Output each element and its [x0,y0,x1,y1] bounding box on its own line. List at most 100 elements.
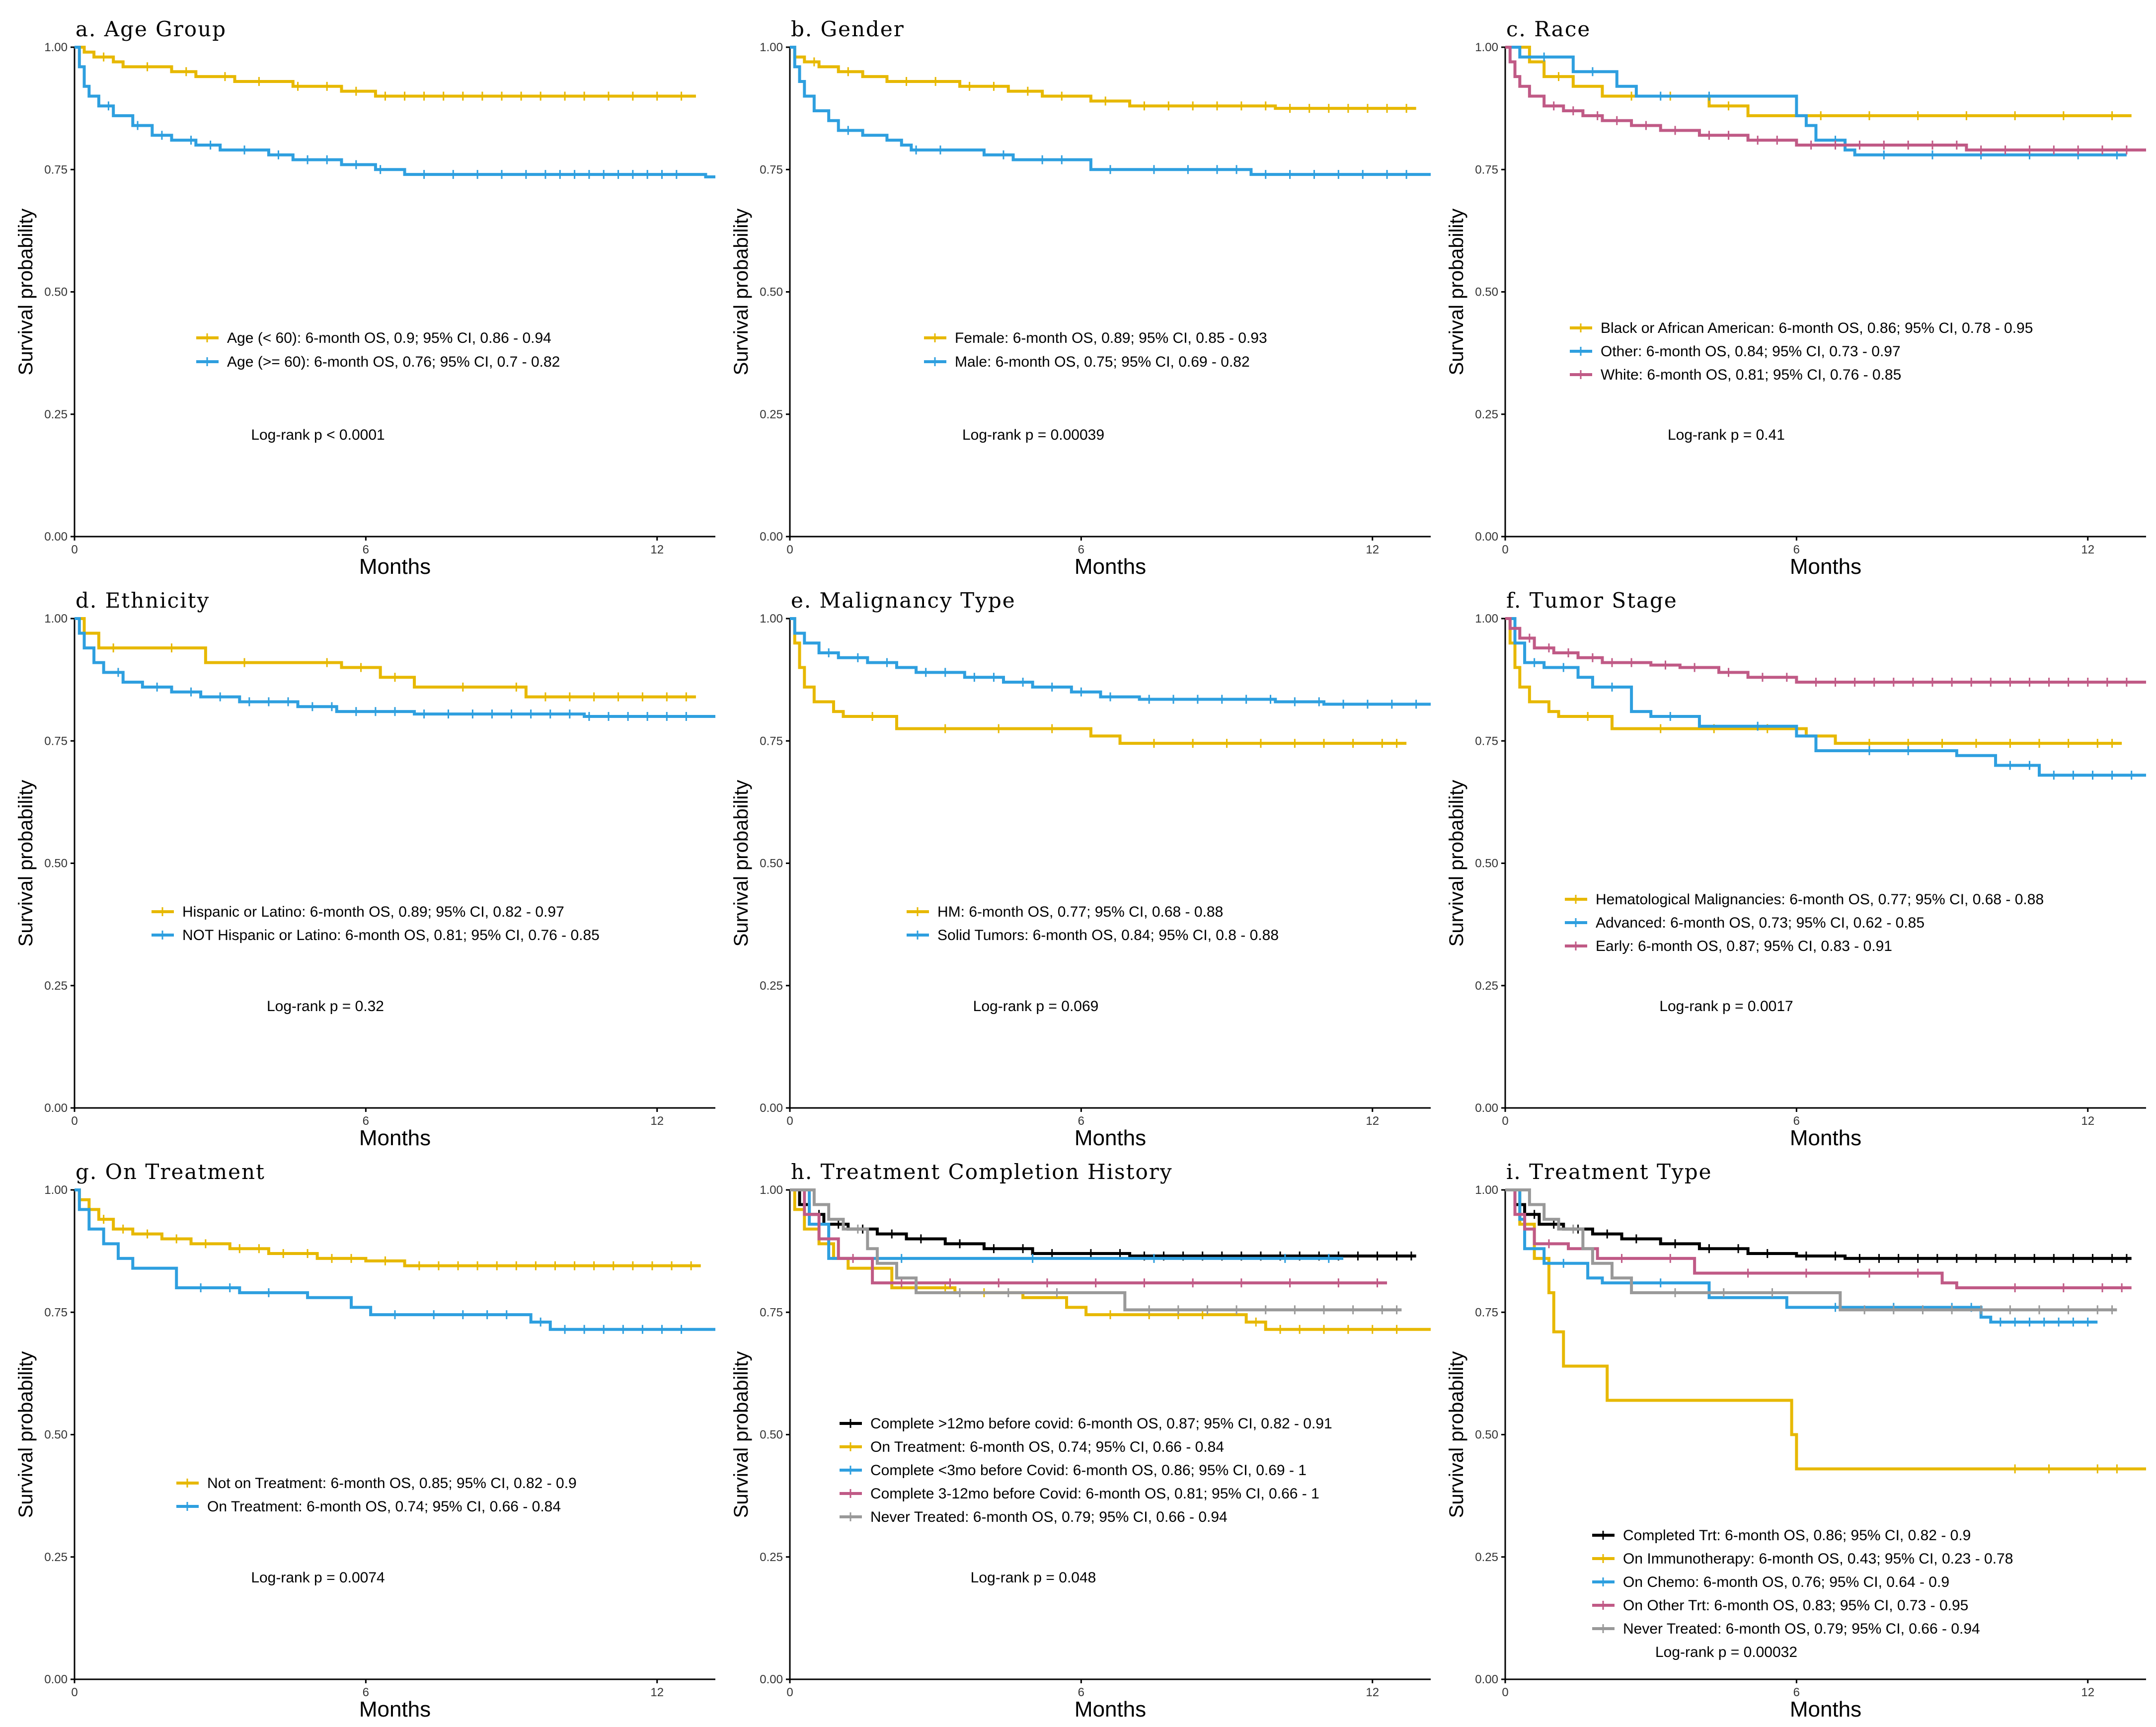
legend-entry: Not on Treatment: 6-month OS, 0.85; 95% … [207,1475,577,1492]
x-tick-label: 0 [1502,1114,1508,1128]
legend-entry: Completed Trt: 6-month OS, 0.86; 95% CI,… [1623,1527,1971,1544]
x-tick-label: 0 [1502,1686,1508,1699]
survival-curve [790,1188,1416,1257]
y-tick-label: 0.50 [760,286,783,299]
survival-curve [1505,46,2132,117]
y-tick-label: 0.75 [760,734,783,748]
survival-curve [1505,1188,2146,1471]
y-tick-label: 1.00 [1475,41,1498,54]
panel-0: a. Age Group 0.00 0.25 0.50 0.75 1.00 0 6 12 Mont… [15,17,715,579]
y-tick-label: 1.00 [1475,612,1498,626]
y-tick-label: 0.25 [44,979,68,993]
legend-entry: Other: 6-month OS, 0.84; 95% CI, 0.73 - … [1601,343,1901,360]
y-tick-label: 0.75 [44,1306,68,1319]
panel-2: c. Race 0.00 0.25 0.50 0.75 1.00 0 6 12 Months Sur… [1446,17,2146,579]
x-tick-label: 12 [650,1686,664,1699]
survival-curve [75,1188,715,1331]
panel-title: a. Age Group [76,17,227,41]
panel-7: h. Treatment Completion History 0.00 0.25 0… [730,1160,1431,1722]
survival-curve [790,617,1431,706]
panel-6: g. On Treatment 0.00 0.25 0.50 0.75 1.00 0 6 12 M… [15,1160,715,1722]
legend-entry: HM: 6-month OS, 0.77; 95% CI, 0.68 - 0.8… [937,904,1223,920]
panel-title: h. Treatment Completion History [791,1160,1173,1184]
x-axis-label: Months [1075,554,1146,579]
y-tick-label: 1.00 [44,612,68,626]
y-tick-label: 0.00 [1475,1673,1498,1686]
panel-title: g. On Treatment [76,1160,265,1184]
x-tick-label: 6 [363,1686,369,1699]
y-tick-label: 0.00 [760,1101,783,1115]
panel-title: b. Gender [791,17,905,41]
legend-entry: On Treatment: 6-month OS, 0.74; 95% CI, … [207,1498,561,1515]
y-tick-label: 0.75 [1475,734,1498,748]
x-axis-label: Months [1075,1697,1146,1722]
y-axis-label: Survival probability [1446,780,1467,947]
y-tick-label: 0.25 [760,1551,783,1564]
survival-curve [1505,1188,2132,1260]
legend-entry: Hispanic or Latino: 6-month OS, 0.89; 95… [182,904,564,920]
y-tick-label: 0.25 [1475,408,1498,421]
survival-curve [790,617,1407,745]
x-tick-label: 12 [1366,1686,1379,1699]
panel-1: b. Gender 0.00 0.25 0.50 0.75 1.00 0 6 12 Months S… [730,17,1431,579]
y-axis-label: Survival probability [1446,209,1467,376]
logrank-pvalue: Log-rank p = 0.048 [971,1570,1096,1586]
x-axis-label: Months [359,1126,431,1150]
y-tick-label: 0.00 [44,1101,68,1115]
x-tick-label: 6 [1078,1686,1084,1699]
x-tick-label: 12 [650,543,664,556]
legend-entry: Age (< 60): 6-month OS, 0.9; 95% CI, 0.8… [227,330,551,346]
y-tick-label: 0.75 [44,734,68,748]
survival-curve [75,1188,701,1267]
x-tick-label: 6 [1793,543,1800,556]
legend-entry: Age (>= 60): 6-month OS, 0.76; 95% CI, 0… [227,354,560,370]
x-tick-label: 12 [1366,543,1379,556]
logrank-pvalue: Log-rank p = 0.00032 [1655,1644,1797,1660]
y-tick-label: 0.00 [1475,530,1498,544]
x-tick-label: 12 [2081,1114,2094,1128]
panel-title: c. Race [1506,17,1591,41]
y-tick-label: 0.00 [1475,1101,1498,1115]
logrank-pvalue: Log-rank p = 0.0074 [251,1570,385,1586]
x-tick-label: 6 [1078,543,1084,556]
legend-entry: White: 6-month OS, 0.81; 95% CI, 0.76 - … [1601,367,1901,383]
y-tick-label: 0.75 [1475,163,1498,176]
survival-curve [1505,46,2146,152]
x-tick-label: 0 [786,543,793,556]
x-axis-label: Months [1790,1126,1861,1150]
logrank-pvalue: Log-rank p = 0.00039 [962,427,1104,443]
legend-entry: On Chemo: 6-month OS, 0.76; 95% CI, 0.64… [1623,1574,1949,1590]
y-tick-label: 0.00 [44,1673,68,1686]
x-tick-label: 12 [650,1114,664,1128]
y-tick-label: 1.00 [1475,1183,1498,1197]
panel-title: f. Tumor Stage [1506,588,1678,613]
legend-entry: Complete 3-12mo before Covid: 6-month OS… [870,1486,1319,1502]
legend-entry: Hematological Malignancies: 6-month OS, … [1596,891,2044,908]
survival-curve [790,46,1431,176]
y-tick-label: 0.50 [1475,857,1498,870]
legend-entry: Black or African American: 6-month OS, 0… [1601,320,2033,336]
y-tick-label: 0.50 [1475,1428,1498,1442]
x-tick-label: 0 [71,1114,77,1128]
y-tick-label: 0.25 [1475,1551,1498,1564]
panel-title: e. Malignancy Type [791,588,1016,613]
legend-entry: On Other Trt: 6-month OS, 0.83; 95% CI, … [1623,1597,1968,1614]
y-tick-label: 0.75 [1475,1306,1498,1319]
y-axis-label: Survival probability [1446,1351,1467,1518]
survival-curve [790,1188,1431,1331]
x-axis-label: Months [1790,554,1861,579]
y-tick-label: 0.25 [760,979,783,993]
panel-3: d. Ethnicity 0.00 0.25 0.50 0.75 1.00 0 6 12 Mont… [15,588,715,1150]
y-tick-label: 1.00 [760,1183,783,1197]
survival-curve [1505,46,2127,157]
y-tick-label: 0.50 [760,1428,783,1442]
y-tick-label: 0.50 [44,857,68,870]
x-tick-label: 12 [1366,1114,1379,1128]
x-tick-label: 0 [786,1686,793,1699]
y-tick-label: 0.50 [1475,286,1498,299]
x-tick-label: 0 [71,1686,77,1699]
legend-entry: On Immunotherapy: 6-month OS, 0.43; 95% … [1623,1551,2013,1567]
y-tick-label: 0.25 [44,408,68,421]
x-tick-label: 12 [2081,543,2094,556]
legend-entry: Never Treated: 6-month OS, 0.79; 95% CI,… [870,1509,1228,1525]
